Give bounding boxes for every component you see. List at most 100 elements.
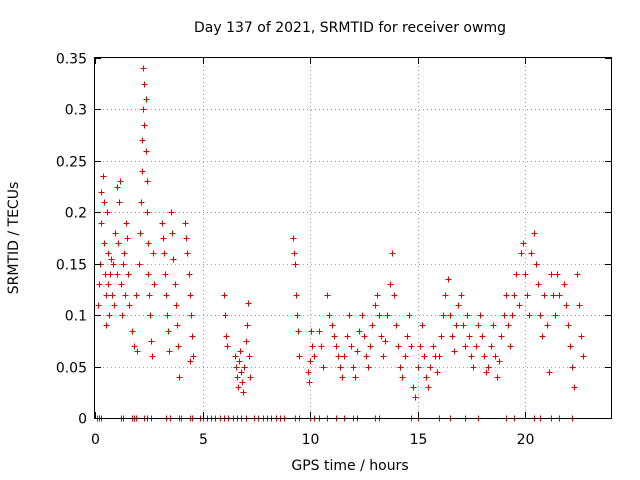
data-point (318, 343, 325, 350)
data-point (367, 343, 374, 350)
data-point (141, 122, 148, 129)
data-point (384, 312, 391, 319)
data-point (333, 343, 340, 350)
data-point (175, 343, 182, 350)
data-point (162, 271, 169, 278)
data-point (186, 271, 193, 278)
data-point (537, 312, 544, 319)
data-point (440, 312, 447, 319)
data-point (140, 65, 147, 72)
x-tick-label: 0 (91, 432, 100, 448)
data-point (378, 333, 385, 340)
data-point (243, 338, 250, 345)
data-point (408, 343, 415, 350)
data-point (109, 292, 116, 299)
data-point (246, 353, 253, 360)
y-tick-label: 0.05 (56, 361, 87, 377)
data-point (331, 333, 338, 340)
data-point (483, 369, 490, 376)
x-tick-label: 20 (517, 432, 535, 448)
data-point (165, 328, 172, 335)
data-point (447, 312, 454, 319)
data-point (136, 261, 143, 268)
data-point (96, 281, 103, 288)
data-point (374, 292, 381, 299)
data-point (103, 292, 110, 299)
data-point (425, 384, 432, 391)
data-point (143, 96, 150, 103)
data-point (492, 353, 499, 360)
data-point (189, 333, 196, 340)
data-point (190, 353, 197, 360)
data-point (341, 353, 348, 360)
data-point (544, 322, 551, 329)
data-point (129, 328, 136, 335)
data-point (369, 322, 376, 329)
data-point (352, 374, 359, 381)
data-point (372, 302, 379, 309)
data-point (395, 343, 402, 350)
data-point (346, 312, 353, 319)
data-point (427, 364, 434, 371)
data-point (125, 271, 132, 278)
data-point (163, 292, 170, 299)
data-point (108, 256, 115, 263)
data-point (406, 312, 413, 319)
data-point (236, 358, 243, 365)
data-point (528, 250, 535, 257)
data-point (308, 328, 315, 335)
data-point (520, 240, 527, 247)
data-point (138, 199, 145, 206)
data-point (356, 328, 363, 335)
data-point (365, 364, 372, 371)
y-tick-label: 0.3 (65, 103, 87, 119)
data-point (324, 292, 331, 299)
data-point (247, 374, 254, 381)
data-point (221, 292, 228, 299)
chart-title: Day 137 of 2021, SRMTID for receiver owm… (194, 20, 506, 36)
data-point (170, 256, 177, 263)
y-tick-label: 0.25 (56, 155, 87, 171)
data-point (477, 312, 484, 319)
data-point (522, 271, 529, 278)
data-point (133, 292, 140, 299)
y-tick-label: 0.15 (56, 258, 87, 274)
data-point (237, 348, 244, 355)
data-point (524, 292, 531, 299)
data-point (567, 343, 574, 350)
data-point (561, 281, 568, 288)
data-point (320, 364, 327, 371)
data-point (354, 348, 361, 355)
data-point (309, 343, 316, 350)
data-point (141, 81, 148, 88)
data-point (576, 302, 583, 309)
data-point (391, 292, 398, 299)
data-point (95, 302, 102, 309)
data-point (98, 220, 105, 227)
grid (95, 58, 611, 418)
data-point (479, 333, 486, 340)
data-point (134, 348, 141, 355)
data-point (187, 292, 194, 299)
data-point (498, 333, 505, 340)
data-point (174, 322, 181, 329)
data-point (361, 333, 368, 340)
data-point (146, 292, 153, 299)
y-tick-label: 0.35 (56, 52, 87, 68)
data-point (389, 250, 396, 257)
data-point (404, 333, 411, 340)
data-point (131, 343, 138, 350)
data-point (307, 358, 314, 365)
data-point (485, 364, 492, 371)
data-point (111, 302, 118, 309)
data-point (505, 322, 512, 329)
data-point (475, 322, 482, 329)
x-tick-label: 10 (302, 432, 320, 448)
data-point (462, 343, 469, 350)
data-point (541, 292, 548, 299)
data-point (350, 364, 357, 371)
data-point (552, 312, 559, 319)
data-point (569, 364, 576, 371)
data-point (393, 322, 400, 329)
